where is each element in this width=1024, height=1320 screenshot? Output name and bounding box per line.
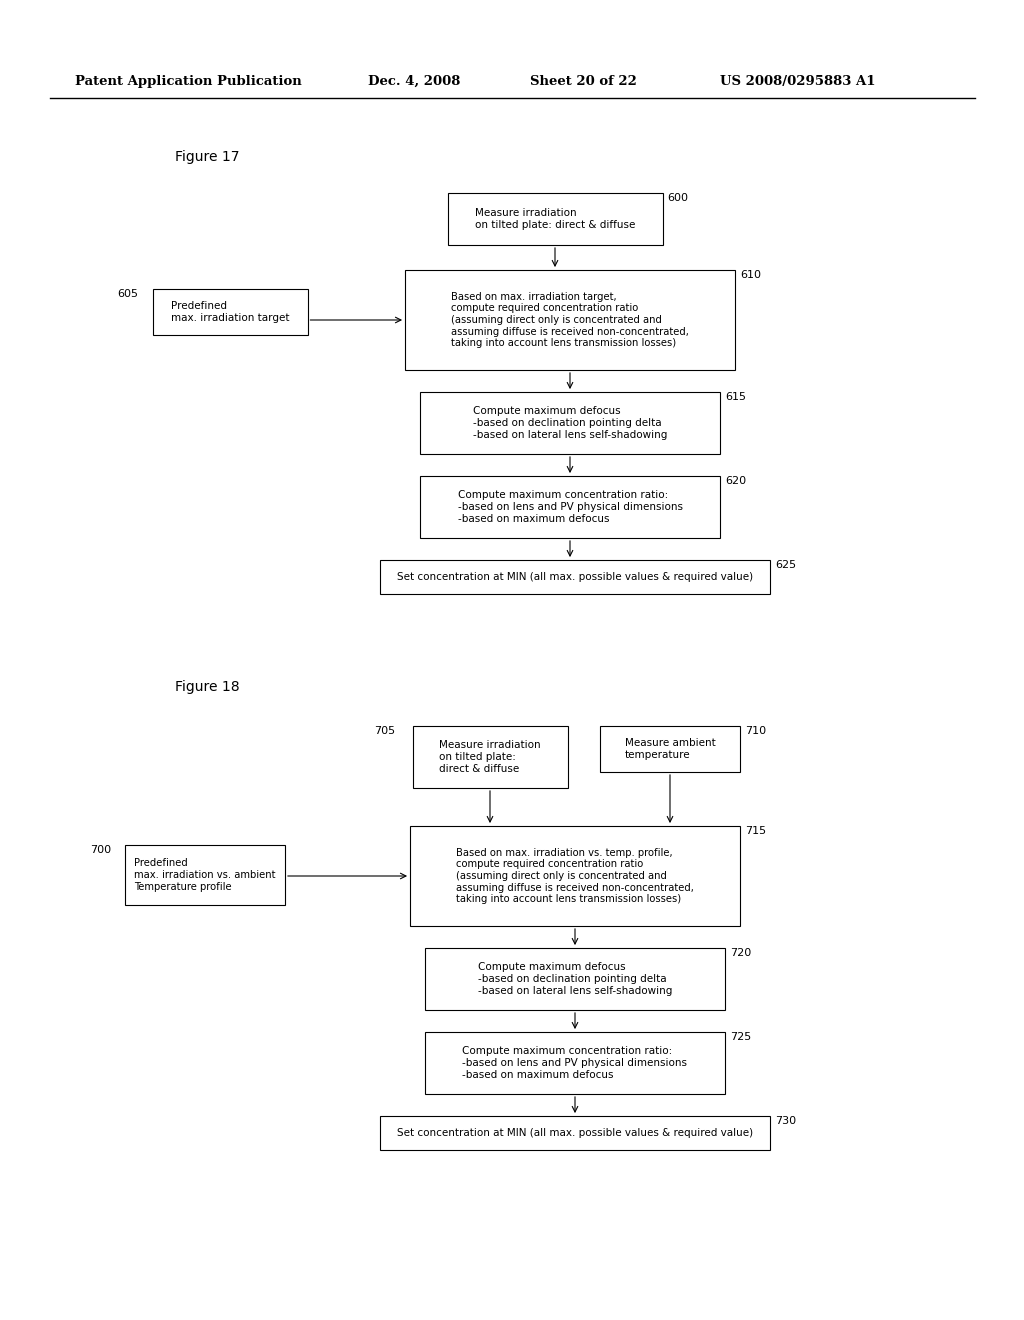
Text: Compute maximum defocus
-based on declination pointing delta
-based on lateral l: Compute maximum defocus -based on declin… [478, 962, 672, 995]
Bar [410, 826, 740, 927]
Bar [425, 1032, 725, 1094]
Text: Compute maximum defocus
-based on declination pointing delta
-based on lateral l: Compute maximum defocus -based on declin… [473, 407, 668, 440]
Bar [380, 560, 770, 594]
Text: Set concentration at MIN (all max. possible values & required value): Set concentration at MIN (all max. possi… [397, 572, 753, 582]
Text: 725: 725 [730, 1032, 752, 1041]
Text: 705: 705 [375, 726, 395, 737]
Bar [125, 845, 285, 906]
Text: Based on max. irradiation target,
compute required concentration ratio
(assuming: Based on max. irradiation target, comput… [451, 292, 689, 348]
Text: Measure ambient
temperature: Measure ambient temperature [625, 738, 716, 760]
Bar [153, 289, 307, 335]
Text: US 2008/0295883 A1: US 2008/0295883 A1 [720, 75, 876, 88]
Text: Measure irradiation
on tilted plate: direct & diffuse: Measure irradiation on tilted plate: dir… [475, 209, 635, 230]
Text: Set concentration at MIN (all max. possible values & required value): Set concentration at MIN (all max. possi… [397, 1129, 753, 1138]
Text: 720: 720 [730, 948, 752, 958]
Text: 610: 610 [740, 271, 761, 280]
Text: 620: 620 [725, 477, 746, 486]
Text: Dec. 4, 2008: Dec. 4, 2008 [368, 75, 461, 88]
Bar [420, 392, 720, 454]
Bar [447, 193, 663, 246]
Bar [406, 271, 735, 370]
Text: Figure 18: Figure 18 [175, 680, 240, 694]
Text: Compute maximum concentration ratio:
-based on lens and PV physical dimensions
-: Compute maximum concentration ratio: -ba… [458, 491, 683, 524]
Bar [425, 948, 725, 1010]
Text: Based on max. irradiation vs. temp. profile,
compute required concentration rati: Based on max. irradiation vs. temp. prof… [456, 847, 694, 904]
Text: 605: 605 [118, 289, 138, 300]
Text: 710: 710 [745, 726, 766, 737]
Text: Predefined
max. irradiation vs. ambient
Temperature profile: Predefined max. irradiation vs. ambient … [134, 858, 275, 891]
Bar [413, 726, 567, 788]
Bar [380, 1115, 770, 1150]
Bar [420, 477, 720, 539]
Text: 615: 615 [725, 392, 746, 403]
Text: 715: 715 [745, 826, 766, 836]
Text: Compute maximum concentration ratio:
-based on lens and PV physical dimensions
-: Compute maximum concentration ratio: -ba… [463, 1047, 687, 1080]
Text: 700: 700 [90, 845, 112, 855]
Text: 600: 600 [668, 193, 688, 203]
Text: 625: 625 [775, 560, 796, 570]
Text: Sheet 20 of 22: Sheet 20 of 22 [530, 75, 637, 88]
Text: Figure 17: Figure 17 [175, 150, 240, 164]
Text: Patent Application Publication: Patent Application Publication [75, 75, 302, 88]
Text: Measure irradiation
on tilted plate:
direct & diffuse: Measure irradiation on tilted plate: dir… [439, 741, 541, 774]
Bar [600, 726, 740, 772]
Text: Predefined
max. irradiation target: Predefined max. irradiation target [171, 301, 289, 323]
Text: 730: 730 [775, 1115, 796, 1126]
